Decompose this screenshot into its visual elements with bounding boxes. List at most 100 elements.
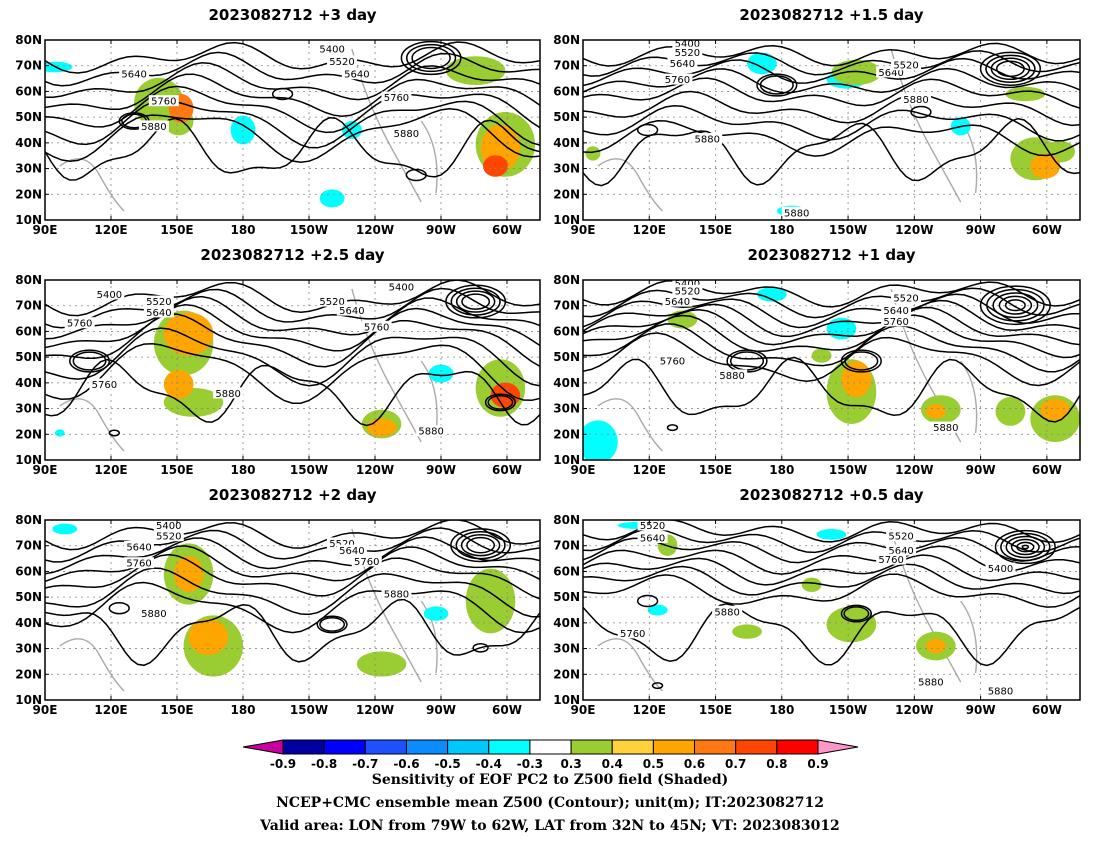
lat-tick-label: 30N bbox=[553, 162, 580, 176]
lon-tick-label: 150E bbox=[160, 463, 193, 477]
lon-tick-label: 90E bbox=[33, 463, 58, 477]
lon-tick-label: 180 bbox=[769, 223, 794, 237]
lat-tick-label: 30N bbox=[15, 642, 42, 656]
z500-contour bbox=[45, 581, 540, 634]
lon-tick-label: 150E bbox=[160, 223, 193, 237]
contour-label-bg bbox=[416, 425, 447, 437]
sensitivity-shading bbox=[647, 604, 668, 616]
colorbar-arrow-left bbox=[242, 739, 284, 755]
panel-title: 2023082712 +1 day bbox=[748, 246, 916, 264]
colorbar-tick-label: 0.9 bbox=[807, 757, 828, 771]
z500-closed-contour bbox=[840, 604, 873, 623]
footer-line-2: NCEP+CMC ensemble mean Z500 (Contour); u… bbox=[276, 795, 824, 811]
z500-closed-contour bbox=[445, 284, 507, 319]
z500-closed-contour bbox=[450, 287, 501, 316]
contour-label-bg bbox=[672, 284, 703, 296]
contour-label-bg bbox=[327, 537, 357, 549]
contour-label: 5520 bbox=[319, 297, 344, 308]
lon-tick-label: 150E bbox=[699, 703, 732, 717]
lon-tick-label: 120E bbox=[94, 463, 127, 477]
lat-tick-label: 10N bbox=[553, 453, 580, 467]
lat-tick-label: 50N bbox=[553, 110, 580, 124]
z500-closed-contour bbox=[1005, 535, 1046, 559]
sensitivity-shading bbox=[732, 624, 762, 639]
z500-closed-contour bbox=[756, 73, 798, 97]
contour-label-bg bbox=[692, 133, 723, 144]
z500-closed-contour bbox=[1021, 544, 1030, 550]
contour-label-bg bbox=[386, 281, 417, 293]
lat-tick-label: 60N bbox=[553, 564, 580, 578]
colorbar-tick-label: -0.7 bbox=[352, 757, 378, 771]
panel-frame bbox=[582, 519, 1081, 701]
contour-label: 5760 bbox=[665, 75, 690, 86]
lat-tick-label: 10N bbox=[15, 693, 42, 707]
lat-tick-label: 20N bbox=[553, 427, 580, 441]
z500-closed-contour bbox=[108, 429, 121, 437]
z500-contour bbox=[583, 603, 1080, 667]
panel-title: 2023082712 +0.5 day bbox=[739, 486, 923, 504]
contour-label-bg bbox=[985, 562, 1016, 574]
lat-tick-label: 20N bbox=[553, 187, 580, 201]
z500-contour bbox=[583, 280, 1080, 308]
lon-tick-label: 150E bbox=[160, 703, 193, 717]
contour-label: 5760 bbox=[151, 97, 176, 108]
contour-label-bg bbox=[64, 317, 95, 329]
sensitivity-shading bbox=[1005, 86, 1046, 102]
contour-label: 5400 bbox=[389, 283, 414, 294]
contour-label-bg bbox=[351, 555, 382, 567]
z500-closed-contour bbox=[759, 75, 794, 95]
contour-label-bg bbox=[985, 685, 1016, 696]
lat-tick-label: 70N bbox=[553, 59, 580, 73]
lat-tick-label: 80N bbox=[15, 273, 42, 287]
contour-label-bg bbox=[881, 304, 912, 316]
sensitivity-shading bbox=[801, 577, 822, 592]
z500-closed-contour bbox=[316, 615, 348, 634]
sensitivity-shading bbox=[841, 361, 872, 397]
contour-label: 5640 bbox=[339, 546, 364, 557]
lat-tick-label: 40N bbox=[15, 376, 42, 390]
colorbar-segment bbox=[570, 739, 613, 755]
z500-closed-contour bbox=[636, 594, 659, 608]
contour-label-bg bbox=[381, 91, 412, 103]
colorbar-segment bbox=[364, 739, 407, 755]
z500-closed-contour bbox=[455, 290, 496, 313]
sensitivity-shading bbox=[1030, 153, 1061, 179]
z500-closed-contour bbox=[455, 531, 506, 560]
colorbar-segment bbox=[652, 739, 696, 755]
colorbar-segment bbox=[776, 739, 819, 755]
contour-label: 5880 bbox=[784, 208, 809, 219]
sensitivity-shading bbox=[826, 606, 877, 643]
contour-label: 5520 bbox=[146, 297, 171, 308]
z500-contour bbox=[583, 356, 1080, 423]
z500-closed-contour bbox=[484, 393, 516, 412]
panel-frame bbox=[44, 39, 541, 221]
colorbar-tick-label: 0.3 bbox=[560, 757, 581, 771]
contour-label: 5760 bbox=[883, 317, 908, 328]
z500-closed-contour bbox=[405, 168, 427, 182]
z500-contour bbox=[583, 554, 1080, 586]
contour-label-bg bbox=[881, 315, 912, 327]
contour-label-bg bbox=[662, 295, 693, 307]
contour-label-bg bbox=[391, 127, 422, 139]
contour-label: 5640 bbox=[665, 297, 690, 308]
lon-tick-label: 120W bbox=[895, 703, 933, 717]
lat-tick-label: 30N bbox=[15, 162, 42, 176]
lat-tick-label: 20N bbox=[553, 667, 580, 681]
z500-closed-contour bbox=[1010, 538, 1040, 556]
contour-label: 5520 bbox=[640, 521, 665, 532]
contour-label-bg bbox=[876, 553, 907, 565]
sensitivity-shading bbox=[163, 370, 194, 399]
z500-contour bbox=[45, 567, 540, 618]
lon-tick-label: 60W bbox=[1032, 463, 1062, 477]
contour-label: 5400 bbox=[675, 39, 700, 50]
z500-contour bbox=[45, 303, 540, 352]
sensitivity-shading bbox=[1040, 398, 1071, 421]
lon-tick-label: 180 bbox=[230, 463, 255, 477]
z500-closed-contour bbox=[411, 46, 451, 70]
sensitivity-shading bbox=[319, 189, 345, 208]
contour-label-bg bbox=[891, 292, 922, 303]
contour-label: 5400 bbox=[156, 521, 181, 532]
